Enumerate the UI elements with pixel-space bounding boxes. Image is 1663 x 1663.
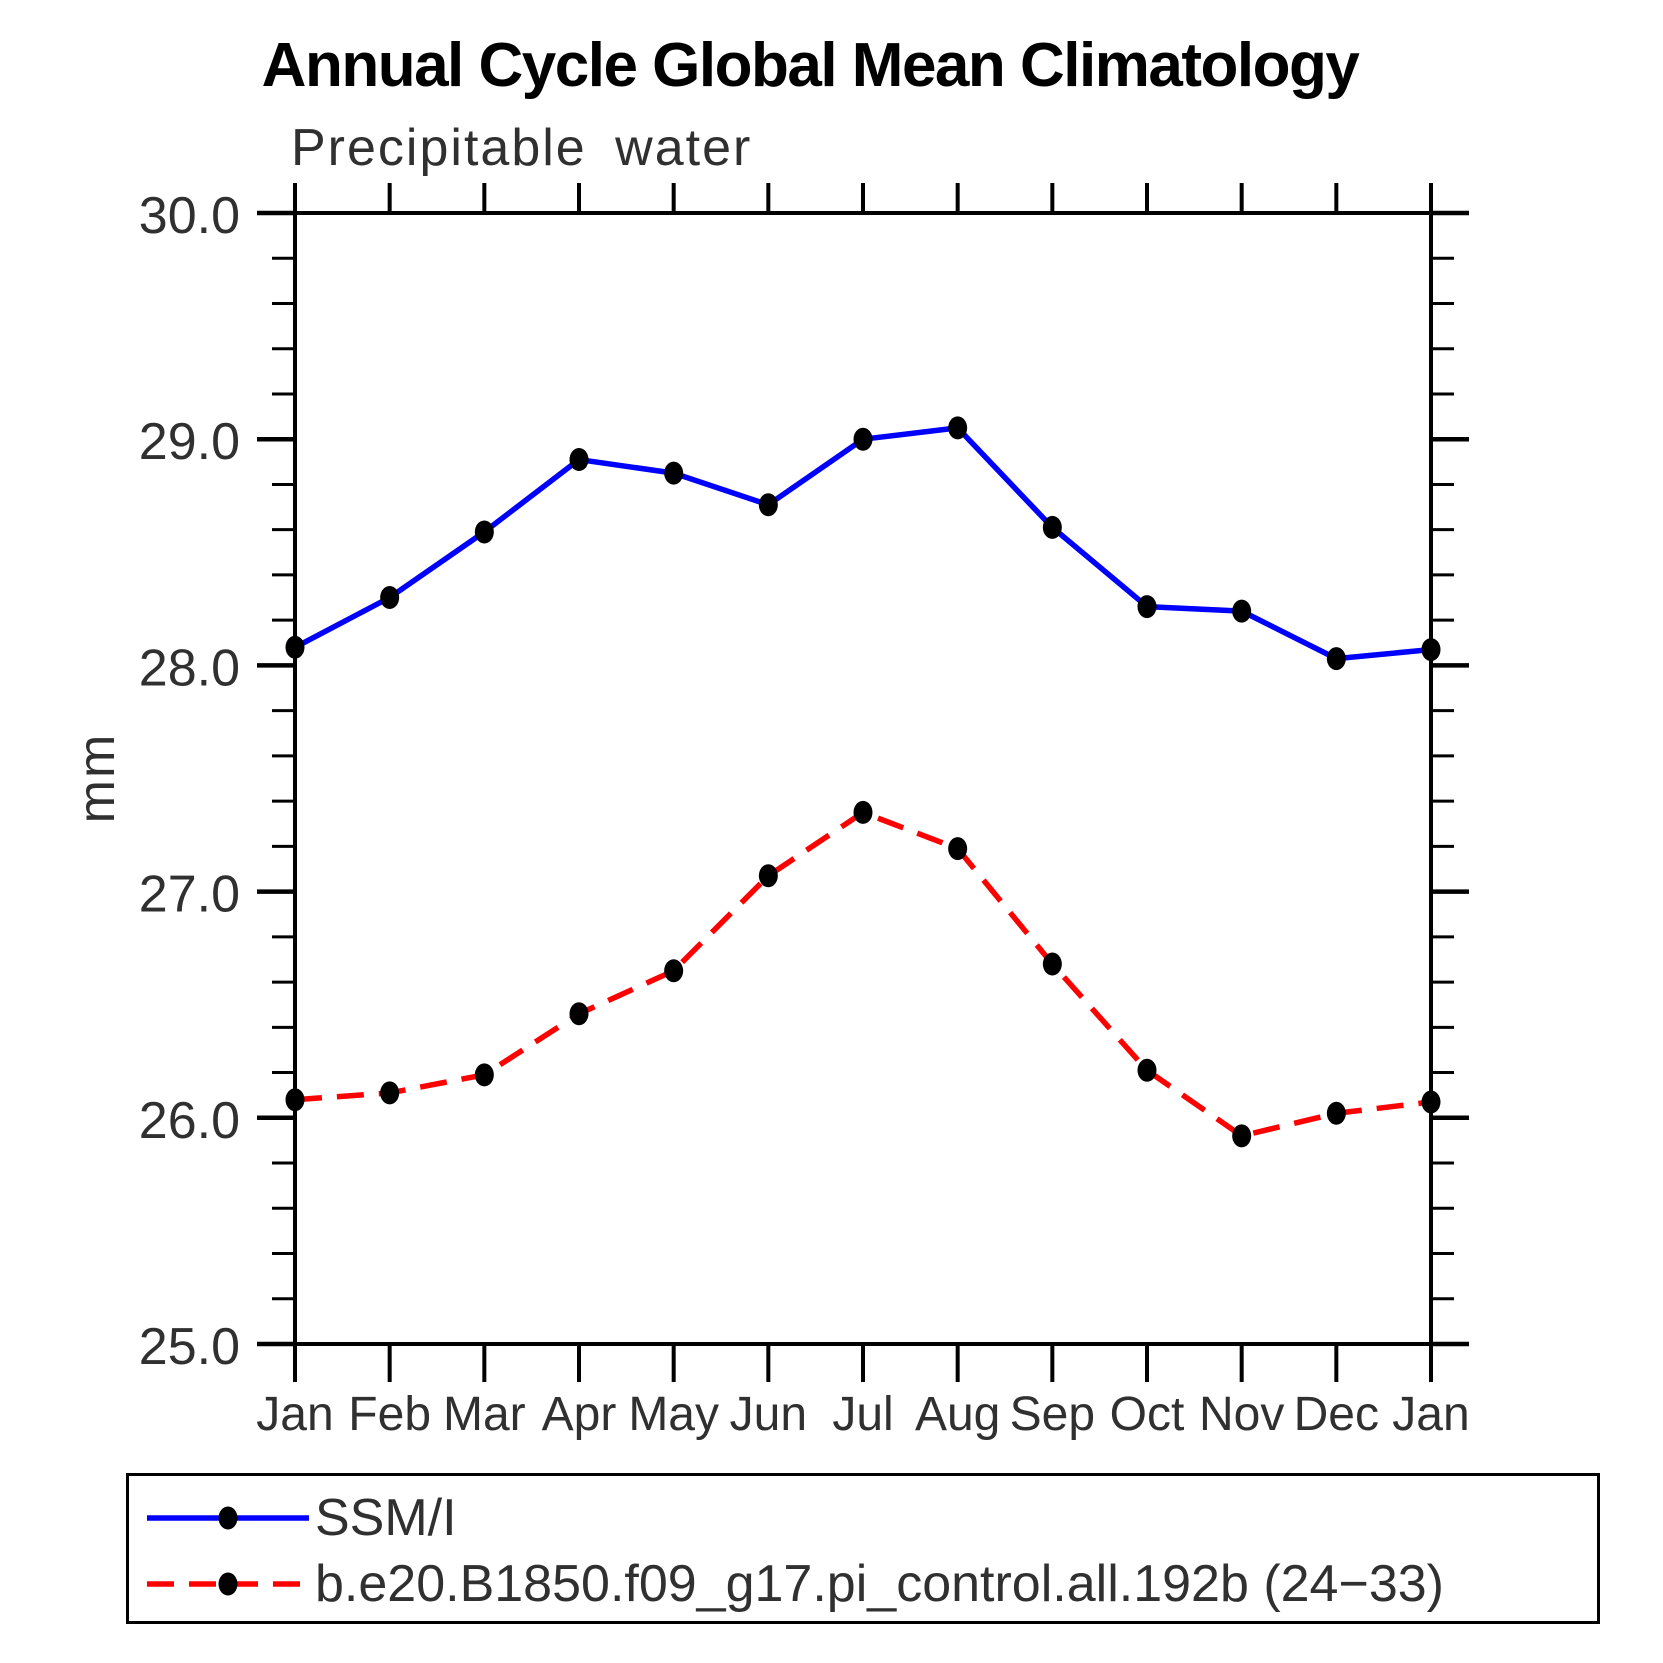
series-line-0 <box>293 425 1432 662</box>
legend-item-ssmi: SSM/I <box>143 1492 457 1544</box>
x-tick-label: Apr <box>542 1388 617 1441</box>
data-point-marker-0 <box>853 427 873 451</box>
x-tick-label: Jan <box>256 1388 333 1441</box>
data-point-marker-0 <box>664 461 684 485</box>
data-point-marker-0 <box>758 493 778 517</box>
x-tick-label: Mar <box>443 1388 526 1441</box>
data-point-marker-1 <box>380 1081 400 1105</box>
x-tick-label: Aug <box>915 1388 1000 1441</box>
legend-swatch-ssmi <box>147 1506 309 1530</box>
data-point-marker-1 <box>664 959 684 983</box>
data-point-marker-0 <box>1421 638 1441 662</box>
data-point-marker-1 <box>285 1088 305 1112</box>
data-point-marker-1 <box>758 864 778 888</box>
legend-marker <box>218 1572 238 1596</box>
legend-label-ssmi: SSM/I <box>315 1489 457 1547</box>
y-tick-label: 28.0 <box>139 639 240 697</box>
x-tick-label: Feb <box>348 1388 431 1441</box>
data-point-marker-1 <box>474 1063 494 1087</box>
data-point-marker-0 <box>1137 595 1157 619</box>
data-point-marker-0 <box>380 586 400 610</box>
data-point-marker-0 <box>1042 515 1062 539</box>
legend-marker <box>218 1506 238 1530</box>
data-point-marker-1 <box>569 1002 589 1026</box>
legend-item-model-run: b.e20.B1850.f09_g17.pi_control.all.192b … <box>143 1558 1444 1610</box>
data-point-marker-0 <box>569 448 589 472</box>
x-tick-label: Nov <box>1199 1388 1284 1441</box>
data-point-marker-0 <box>1232 599 1252 623</box>
x-tick-label: Jun <box>730 1388 807 1441</box>
plot-frame <box>293 211 1433 1346</box>
x-tick-label: Jan <box>1392 1388 1469 1441</box>
x-tick-label: May <box>628 1388 719 1441</box>
y-tick-label: 27.0 <box>139 866 240 924</box>
data-point-marker-0 <box>948 416 968 440</box>
data-point-marker-1 <box>1042 952 1062 976</box>
x-tick-label: Dec <box>1294 1388 1379 1441</box>
data-point-marker-1 <box>1137 1058 1157 1082</box>
y-tick-label: 29.0 <box>139 413 240 471</box>
legend-swatch-model-run <box>147 1572 309 1596</box>
data-point-marker-1 <box>1326 1101 1346 1125</box>
x-tick-label: Sep <box>1010 1388 1095 1441</box>
x-tick-label: Oct <box>1110 1388 1185 1441</box>
data-point-marker-1 <box>1421 1090 1441 1114</box>
data-point-marker-0 <box>1326 647 1346 671</box>
chart-subtitle: Precipitable water <box>291 119 753 177</box>
data-point-marker-1 <box>1232 1124 1252 1148</box>
data-point-marker-1 <box>948 837 968 861</box>
series-line-1 <box>294 809 1432 1139</box>
legend-label-model-run: b.e20.B1850.f09_g17.pi_control.all.192b … <box>315 1555 1444 1613</box>
chart-title: Annual Cycle Global Mean Climatology <box>261 31 1360 100</box>
y-tick-label: 30.0 <box>139 187 240 245</box>
y-tick-label: 26.0 <box>139 1092 240 1150</box>
legend: SSM/I b.e20.B1850.f09_g17.pi_control.all… <box>126 1473 1600 1624</box>
data-point-marker-0 <box>285 635 305 659</box>
x-tick-label: Jul <box>832 1388 893 1441</box>
data-point-marker-0 <box>474 520 494 544</box>
data-point-marker-1 <box>853 800 873 824</box>
y-tick-label: 25.0 <box>139 1318 240 1376</box>
